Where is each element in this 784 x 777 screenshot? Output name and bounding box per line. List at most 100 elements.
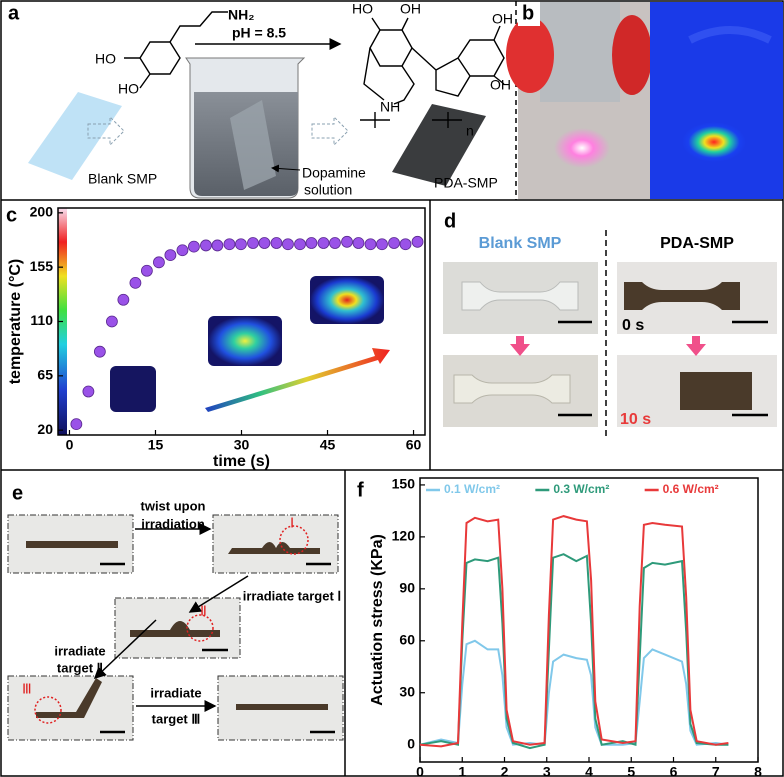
x-tick-label: 0	[66, 437, 74, 453]
data-point	[247, 237, 259, 249]
x-tick-label: 6	[670, 764, 678, 777]
x-tick-label: 3	[543, 764, 551, 777]
step-label: target Ⅲ	[152, 711, 201, 726]
x-tick-label: 8	[754, 764, 762, 777]
data-point	[70, 418, 83, 431]
data-point	[188, 240, 200, 253]
chem-label: n	[466, 123, 474, 139]
y-tick-label: 0	[407, 735, 415, 751]
data-point	[270, 237, 283, 249]
reaction-condition: pH = 8.5	[232, 25, 286, 41]
sample-label: solution	[304, 182, 352, 198]
data-point	[305, 237, 318, 249]
sample-label: Dopamine	[302, 165, 366, 181]
step-label: irradiate target Ⅰ	[243, 588, 341, 603]
data-point	[388, 237, 400, 249]
data-point	[352, 237, 365, 249]
step-label: irradiate	[150, 685, 201, 700]
target-marker: Ⅱ	[200, 603, 207, 619]
data-point	[329, 237, 341, 249]
panel-label: c	[6, 204, 17, 226]
x-tick-label: 1	[458, 764, 466, 777]
time-label: 0 s	[622, 317, 644, 334]
x-tick-label: 4	[585, 764, 593, 777]
data-point	[129, 276, 142, 289]
data-point	[82, 385, 95, 398]
data-point	[223, 238, 236, 251]
data-point	[258, 237, 271, 249]
y-tick-label: 150	[392, 476, 416, 492]
x-tick-label: 60	[406, 437, 422, 453]
data-line	[419, 515, 729, 748]
chem-label: HO	[352, 1, 373, 17]
data-line	[419, 553, 729, 750]
y-tick-label: 120	[392, 528, 416, 544]
sample-label: Blank SMP	[88, 171, 157, 187]
y-tick-label: 155	[30, 258, 54, 274]
schematic	[28, 11, 505, 199]
photos-e	[7, 514, 344, 741]
data-point	[364, 238, 377, 251]
data-point	[106, 315, 118, 328]
x-tick-label: 0	[416, 764, 424, 777]
x-tick-label: 30	[234, 437, 250, 453]
labels: a b c d e f NH₂ pH = 8.5 HO HO HO OH NH …	[6, 1, 734, 727]
x-tick-label: 7	[712, 764, 720, 777]
data-point	[235, 238, 247, 251]
x-tick-label: 15	[148, 437, 164, 453]
legend-label: 0.3 W/cm²	[553, 482, 609, 496]
reaction-condition: NH₂	[228, 7, 254, 23]
y-tick-label: 65	[37, 367, 53, 383]
step-label: irradiation	[141, 516, 205, 531]
time-label: 10 s	[620, 411, 651, 428]
data-point	[341, 235, 353, 248]
y-tick-label: 60	[399, 631, 415, 647]
panel-label: f	[357, 479, 364, 501]
x-tick-label: 2	[501, 764, 509, 777]
chem-label: OH	[490, 77, 511, 93]
photos-d	[443, 230, 777, 440]
x-tick-label: 5	[627, 764, 635, 777]
sample-label: PDA-SMP	[434, 175, 498, 191]
x-axis-title: time (s)	[213, 453, 270, 470]
data-point	[376, 238, 388, 251]
target-marker: Ⅰ	[290, 515, 294, 531]
panel-label: a	[8, 2, 20, 24]
legend-label: 0.1 W/cm²	[444, 482, 500, 496]
data-point	[93, 345, 106, 358]
data-point	[117, 293, 130, 306]
y-tick-label: 30	[399, 683, 415, 699]
chem-label: HO	[118, 81, 139, 97]
photos-b	[506, 2, 783, 199]
data-point	[200, 239, 212, 252]
data-point	[282, 238, 294, 251]
y-tick-label: 110	[30, 312, 53, 328]
data-point	[317, 237, 330, 249]
data-point	[294, 238, 306, 251]
data-line	[419, 639, 729, 746]
data-point	[211, 239, 224, 252]
step-label: irradiate	[54, 643, 105, 658]
target-marker: Ⅲ	[22, 681, 32, 697]
panel-label: d	[444, 210, 456, 232]
chem-label: NH	[380, 99, 400, 115]
y-tick-label: 90	[399, 580, 415, 596]
data-point	[140, 264, 153, 277]
data-point	[411, 235, 424, 248]
column-title: PDA-SMP	[660, 235, 734, 252]
x-tick-label: 45	[320, 437, 336, 453]
y-axis-title: temperature (°C)	[7, 259, 24, 385]
data-point	[153, 256, 165, 269]
legend-label: 0.6 W/cm²	[663, 482, 719, 496]
panel-label: e	[12, 482, 23, 504]
data-point	[164, 249, 177, 261]
chem-label: HO	[95, 51, 116, 67]
step-label: twist upon	[141, 498, 206, 513]
step-label: target Ⅱ	[57, 660, 103, 675]
data-point	[399, 238, 412, 251]
y-tick-label: 200	[30, 204, 54, 220]
panel-label: b	[522, 2, 534, 24]
y-tick-label: 20	[37, 421, 53, 437]
